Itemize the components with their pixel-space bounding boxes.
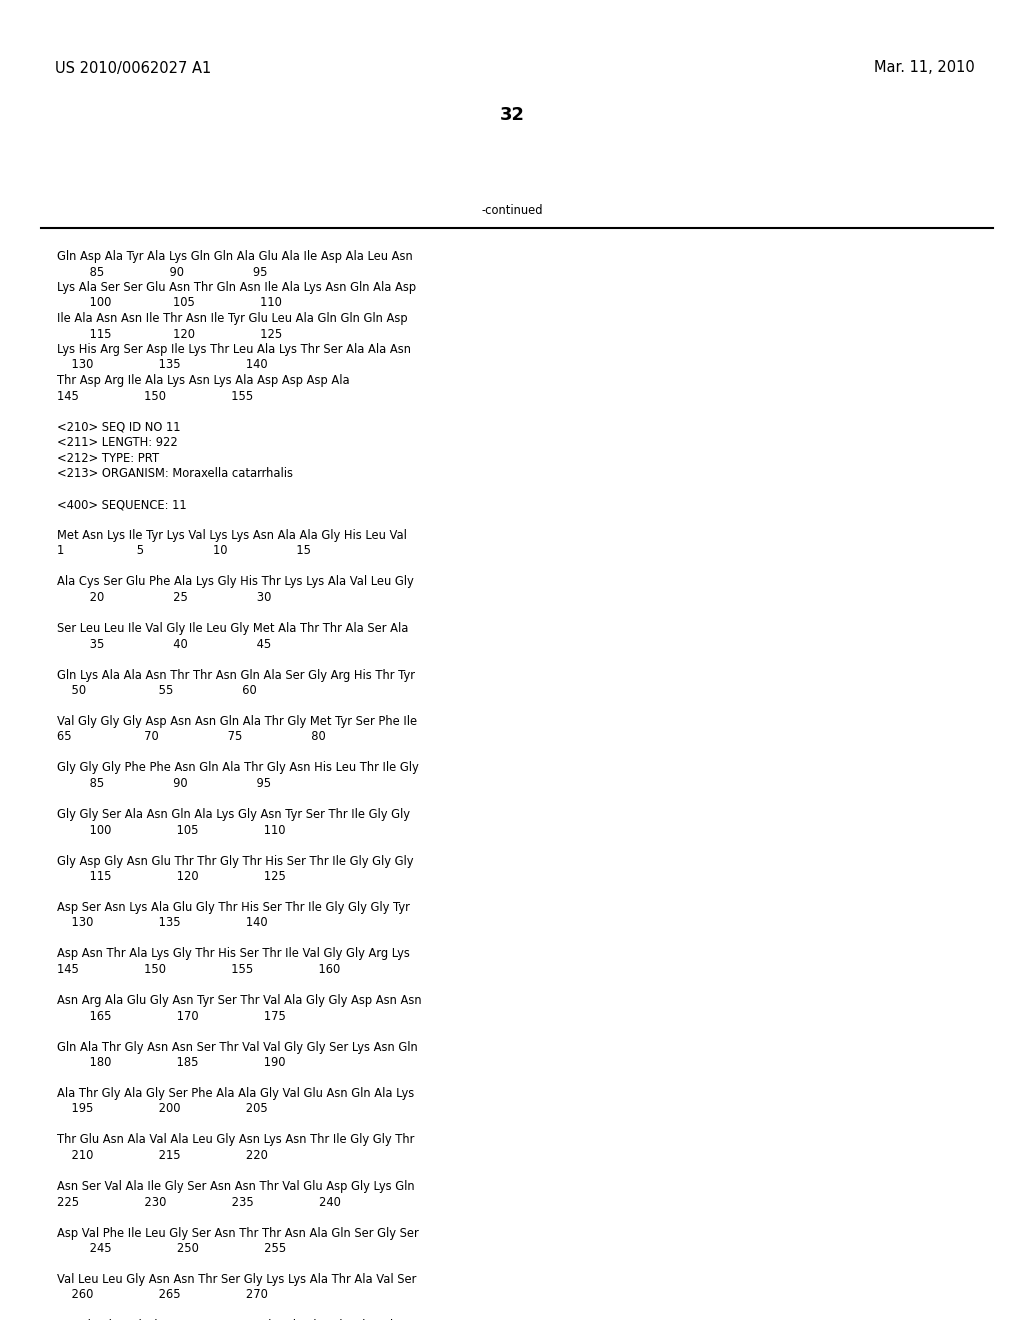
Text: <210> SEQ ID NO 11: <210> SEQ ID NO 11 — [57, 421, 180, 433]
Text: 50                    55                   60: 50 55 60 — [57, 684, 257, 697]
Text: Asp Asn Thr Ala Lys Gly Thr His Ser Thr Ile Val Gly Gly Arg Lys: Asp Asn Thr Ala Lys Gly Thr His Ser Thr … — [57, 948, 410, 961]
Text: Ile Ala Asn Asn Ile Thr Asn Ile Tyr Glu Leu Ala Gln Gln Gln Asp: Ile Ala Asn Asn Ile Thr Asn Ile Tyr Glu … — [57, 312, 408, 325]
Text: 100                 105                  110: 100 105 110 — [57, 297, 282, 309]
Text: Thr Glu Asn Ala Val Ala Leu Gly Asn Lys Asn Thr Ile Gly Gly Thr: Thr Glu Asn Ala Val Ala Leu Gly Asn Lys … — [57, 1134, 415, 1147]
Text: Asn Ser Val Ala Ile Gly Ser Asn Asn Thr Val Glu Asp Gly Lys Gln: Asn Ser Val Ala Ile Gly Ser Asn Asn Thr … — [57, 1180, 415, 1193]
Text: 32: 32 — [500, 106, 524, 124]
Text: 260                  265                  270: 260 265 270 — [57, 1288, 268, 1302]
Text: Lys His Arg Ser Asp Ile Lys Thr Leu Ala Lys Thr Ser Ala Ala Asn: Lys His Arg Ser Asp Ile Lys Thr Leu Ala … — [57, 343, 411, 356]
Text: 225                  230                  235                  240: 225 230 235 240 — [57, 1196, 341, 1209]
Text: Lys Ala Ser Ser Glu Asn Thr Gln Asn Ile Ala Lys Asn Gln Ala Asp: Lys Ala Ser Ser Glu Asn Thr Gln Asn Ile … — [57, 281, 416, 294]
Text: Thr Asp Arg Ile Ala Lys Asn Lys Ala Asp Asp Asp Ala: Thr Asp Arg Ile Ala Lys Asn Lys Ala Asp … — [57, 374, 349, 387]
Text: 195                  200                  205: 195 200 205 — [57, 1102, 267, 1115]
Text: 85                  90                   95: 85 90 95 — [57, 265, 267, 279]
Text: Gln Asp Ala Tyr Ala Lys Gln Gln Ala Glu Ala Ile Asp Ala Leu Asn: Gln Asp Ala Tyr Ala Lys Gln Gln Ala Glu … — [57, 249, 413, 263]
Text: 115                  120                  125: 115 120 125 — [57, 870, 286, 883]
Text: 65                    70                   75                   80: 65 70 75 80 — [57, 730, 326, 743]
Text: 35                   40                   45: 35 40 45 — [57, 638, 271, 651]
Text: 130                  135                  140: 130 135 140 — [57, 359, 267, 371]
Text: Mar. 11, 2010: Mar. 11, 2010 — [874, 61, 975, 75]
Text: 145                  150                  155                  160: 145 150 155 160 — [57, 964, 340, 975]
Text: <212> TYPE: PRT: <212> TYPE: PRT — [57, 451, 159, 465]
Text: Asp Ser Asn Lys Ala Glu Gly Thr His Ser Thr Ile Gly Gly Gly Tyr: Asp Ser Asn Lys Ala Glu Gly Thr His Ser … — [57, 902, 410, 913]
Text: Ser Leu Leu Ile Val Gly Ile Leu Gly Met Ala Thr Thr Ala Ser Ala: Ser Leu Leu Ile Val Gly Ile Leu Gly Met … — [57, 622, 409, 635]
Text: Gly Gly Gly Phe Phe Asn Gln Ala Thr Gly Asn His Leu Thr Ile Gly: Gly Gly Gly Phe Phe Asn Gln Ala Thr Gly … — [57, 762, 419, 775]
Text: Gly Gly Ser Ala Asn Gln Ala Lys Gly Asn Tyr Ser Thr Ile Gly Gly: Gly Gly Ser Ala Asn Gln Ala Lys Gly Asn … — [57, 808, 410, 821]
Text: 115                 120                  125: 115 120 125 — [57, 327, 283, 341]
Text: 130                  135                  140: 130 135 140 — [57, 916, 267, 929]
Text: 85                   90                   95: 85 90 95 — [57, 777, 271, 789]
Text: Gly Asp Gly Asn Glu Thr Thr Gly Thr His Ser Thr Ile Gly Gly Gly: Gly Asp Gly Asn Glu Thr Thr Gly Thr His … — [57, 854, 414, 867]
Text: <211> LENGTH: 922: <211> LENGTH: 922 — [57, 436, 178, 449]
Text: 245                  250                  255: 245 250 255 — [57, 1242, 287, 1255]
Text: 100                  105                  110: 100 105 110 — [57, 824, 286, 837]
Text: Ala Cys Ser Glu Phe Ala Lys Gly His Thr Lys Lys Ala Val Leu Gly: Ala Cys Ser Glu Phe Ala Lys Gly His Thr … — [57, 576, 414, 589]
Text: -continued: -continued — [481, 203, 543, 216]
Text: 20                   25                   30: 20 25 30 — [57, 591, 271, 605]
Text: Val Gly Gly Gly Asp Asn Asn Gln Ala Thr Gly Met Tyr Ser Phe Ile: Val Gly Gly Gly Asp Asn Asn Gln Ala Thr … — [57, 715, 417, 729]
Text: Ala Thr Gly Ala Gly Ser Phe Ala Ala Gly Val Glu Asn Gln Ala Lys: Ala Thr Gly Ala Gly Ser Phe Ala Ala Gly … — [57, 1086, 415, 1100]
Text: Asn Arg Ala Glu Gly Asn Tyr Ser Thr Val Ala Gly Gly Asp Asn Asn: Asn Arg Ala Glu Gly Asn Tyr Ser Thr Val … — [57, 994, 422, 1007]
Text: 210                  215                  220: 210 215 220 — [57, 1148, 268, 1162]
Text: Gln Lys Ala Ala Asn Thr Thr Asn Gln Ala Ser Gly Arg His Thr Tyr: Gln Lys Ala Ala Asn Thr Thr Asn Gln Ala … — [57, 668, 415, 681]
Text: 180                  185                  190: 180 185 190 — [57, 1056, 286, 1069]
Text: US 2010/0062027 A1: US 2010/0062027 A1 — [55, 61, 211, 75]
Text: Val Leu Leu Gly Asn Asn Thr Ser Gly Lys Lys Ala Thr Ala Val Ser: Val Leu Leu Gly Asn Asn Thr Ser Gly Lys … — [57, 1272, 417, 1286]
Text: 145                  150                  155: 145 150 155 — [57, 389, 253, 403]
Text: 1                    5                   10                   15: 1 5 10 15 — [57, 544, 311, 557]
Text: Asp Val Phe Ile Leu Gly Ser Asn Thr Thr Asn Ala Gln Ser Gly Ser: Asp Val Phe Ile Leu Gly Ser Asn Thr Thr … — [57, 1226, 419, 1239]
Text: 165                  170                  175: 165 170 175 — [57, 1010, 286, 1023]
Text: <213> ORGANISM: Moraxella catarrhalis: <213> ORGANISM: Moraxella catarrhalis — [57, 467, 293, 480]
Text: Met Asn Lys Ile Tyr Lys Val Lys Lys Asn Ala Ala Gly His Leu Val: Met Asn Lys Ile Tyr Lys Val Lys Lys Asn … — [57, 529, 407, 543]
Text: <400> SEQUENCE: 11: <400> SEQUENCE: 11 — [57, 498, 186, 511]
Text: Gln Ala Thr Gly Asn Asn Ser Thr Val Val Gly Gly Ser Lys Asn Gln: Gln Ala Thr Gly Asn Asn Ser Thr Val Val … — [57, 1040, 418, 1053]
